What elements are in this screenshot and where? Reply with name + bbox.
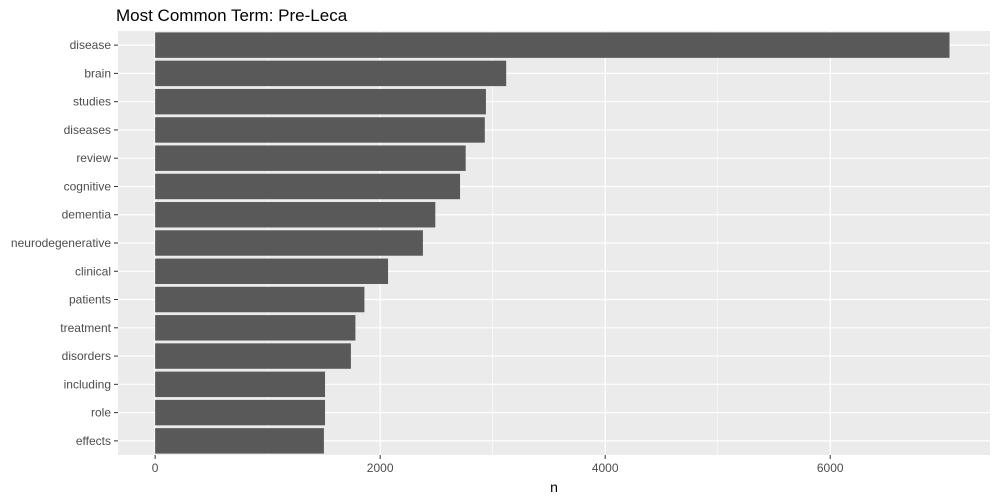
y-tick-label: including [64,377,111,391]
y-tick-label: neurodegenerative [11,236,111,250]
y-tick-label: treatment [60,321,111,335]
y-tick-label: clinical [75,264,111,278]
bar-role [155,399,326,426]
bar-cognitive [155,173,461,200]
bar-neurodegenerative [155,230,423,256]
bar-disease [155,32,950,58]
y-tick-label: role [91,406,111,420]
y-tick-label: effects [76,434,111,448]
bars [155,32,950,454]
x-axis-label: n [550,479,558,495]
y-tick-label: studies [73,95,111,109]
bar-review [155,145,466,171]
bar-disorders [155,343,351,369]
x-axis: 0 2000 4000 6000 [152,455,844,475]
y-tick-label: disease [70,38,112,52]
bar-dementia [155,202,436,228]
y-axis: disease brain studies diseases review cogniti… [11,38,118,448]
bar-brain [155,60,507,87]
x-tick-label: 0 [152,461,159,475]
x-tick-label: 4000 [592,461,619,475]
y-tick-label: patients [69,293,111,307]
bar-clinical [155,258,389,284]
bar-treatment [155,315,356,341]
chart-title: Most Common Term: Pre-Leca [116,6,348,25]
y-tick-label: review [76,151,111,165]
y-tick-label: diseases [64,123,111,137]
x-tick-label: 6000 [817,461,844,475]
x-tick-label: 2000 [367,461,394,475]
y-tick-label: dementia [62,208,112,222]
bar-including [155,371,326,398]
bar-studies [155,88,486,115]
y-tick-label: cognitive [64,179,112,193]
y-tick-label: brain [84,66,111,80]
bar-effects [155,428,324,454]
y-tick-label: disorders [62,349,111,363]
bar-diseases [155,117,485,143]
bar-patients [155,286,365,313]
